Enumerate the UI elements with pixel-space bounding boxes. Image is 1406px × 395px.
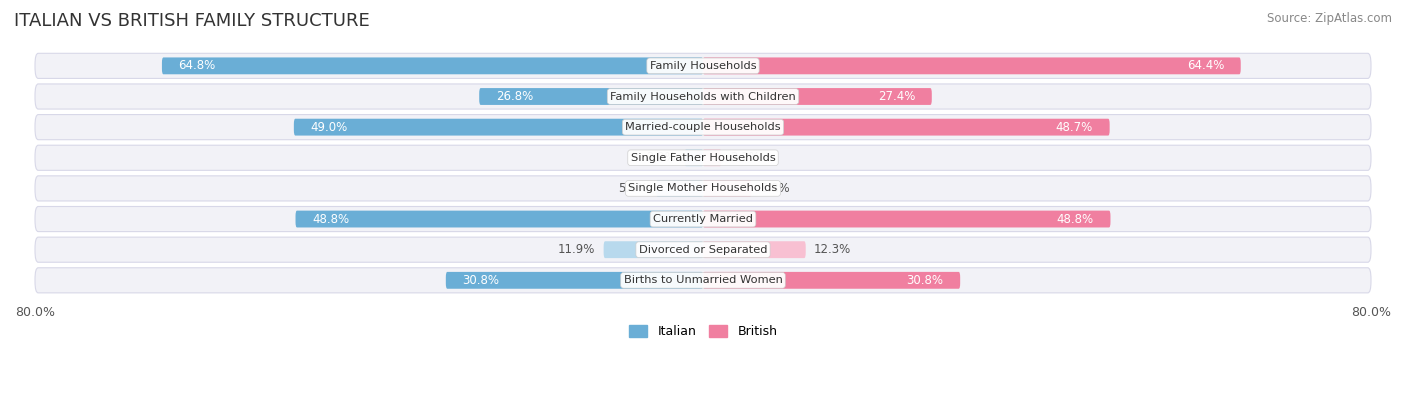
FancyBboxPatch shape: [479, 88, 703, 105]
Text: 2.2%: 2.2%: [647, 151, 676, 164]
FancyBboxPatch shape: [446, 272, 703, 289]
Text: Source: ZipAtlas.com: Source: ZipAtlas.com: [1267, 12, 1392, 25]
FancyBboxPatch shape: [295, 211, 703, 228]
Text: 26.8%: 26.8%: [496, 90, 533, 103]
Text: ITALIAN VS BRITISH FAMILY STRUCTURE: ITALIAN VS BRITISH FAMILY STRUCTURE: [14, 12, 370, 30]
FancyBboxPatch shape: [703, 180, 751, 197]
FancyBboxPatch shape: [703, 211, 1111, 228]
Text: Single Mother Households: Single Mother Households: [628, 183, 778, 194]
Text: Divorced or Separated: Divorced or Separated: [638, 245, 768, 255]
FancyBboxPatch shape: [603, 241, 703, 258]
Text: Married-couple Households: Married-couple Households: [626, 122, 780, 132]
Text: Single Father Households: Single Father Households: [631, 153, 775, 163]
FancyBboxPatch shape: [35, 237, 1371, 262]
Text: 27.4%: 27.4%: [877, 90, 915, 103]
Text: Family Households with Children: Family Households with Children: [610, 92, 796, 102]
FancyBboxPatch shape: [35, 268, 1371, 293]
FancyBboxPatch shape: [703, 119, 1109, 135]
Text: 48.8%: 48.8%: [1057, 213, 1094, 226]
FancyBboxPatch shape: [35, 115, 1371, 140]
FancyBboxPatch shape: [162, 57, 703, 74]
Text: Family Households: Family Households: [650, 61, 756, 71]
FancyBboxPatch shape: [294, 119, 703, 135]
Text: 48.8%: 48.8%: [312, 213, 349, 226]
Text: Births to Unmarried Women: Births to Unmarried Women: [624, 275, 782, 285]
Text: 2.2%: 2.2%: [730, 151, 759, 164]
FancyBboxPatch shape: [703, 149, 721, 166]
FancyBboxPatch shape: [703, 88, 932, 105]
FancyBboxPatch shape: [685, 149, 703, 166]
Text: 64.8%: 64.8%: [179, 59, 217, 72]
FancyBboxPatch shape: [657, 180, 703, 197]
FancyBboxPatch shape: [703, 241, 806, 258]
Text: 12.3%: 12.3%: [814, 243, 851, 256]
Text: 5.8%: 5.8%: [759, 182, 789, 195]
Text: 5.6%: 5.6%: [619, 182, 648, 195]
Text: 64.4%: 64.4%: [1187, 59, 1225, 72]
Text: 48.7%: 48.7%: [1056, 120, 1092, 134]
FancyBboxPatch shape: [35, 53, 1371, 79]
FancyBboxPatch shape: [35, 207, 1371, 231]
Legend: Italian, British: Italian, British: [624, 320, 782, 343]
Text: 30.8%: 30.8%: [907, 274, 943, 287]
FancyBboxPatch shape: [703, 57, 1240, 74]
FancyBboxPatch shape: [35, 84, 1371, 109]
Text: 11.9%: 11.9%: [558, 243, 595, 256]
Text: 30.8%: 30.8%: [463, 274, 499, 287]
Text: 49.0%: 49.0%: [311, 120, 347, 134]
FancyBboxPatch shape: [703, 272, 960, 289]
FancyBboxPatch shape: [35, 176, 1371, 201]
Text: Currently Married: Currently Married: [652, 214, 754, 224]
FancyBboxPatch shape: [35, 145, 1371, 170]
